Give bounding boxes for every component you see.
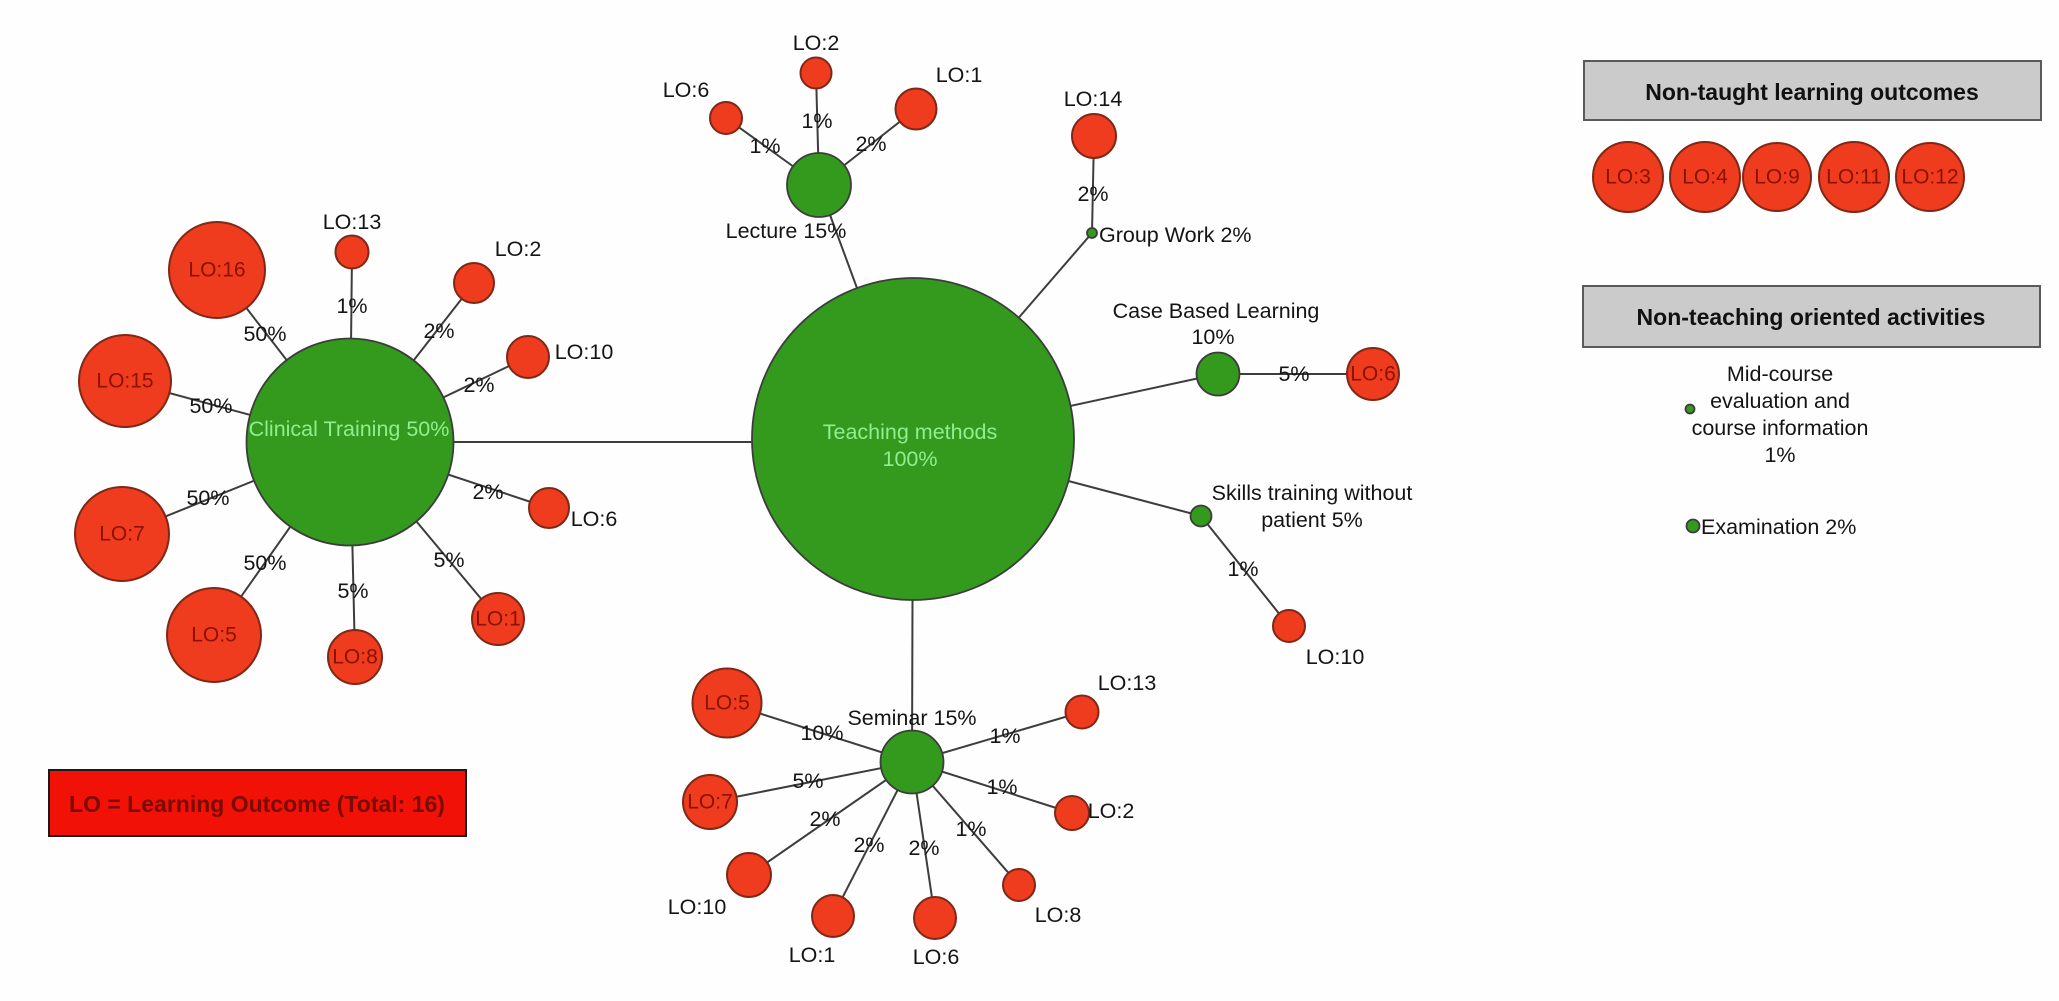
- svg-text:2%: 2%: [423, 319, 454, 343]
- svg-text:LO:16: LO:16: [188, 259, 245, 282]
- svg-text:LO:1: LO:1: [789, 943, 836, 967]
- svg-text:Non-teaching oriented activiti: Non-teaching oriented activities: [1637, 304, 1986, 330]
- svg-text:LO:6: LO:6: [571, 507, 618, 531]
- svg-text:LO:2: LO:2: [1088, 799, 1135, 823]
- svg-text:2%: 2%: [472, 480, 503, 504]
- svg-text:patient 5%: patient 5%: [1261, 508, 1363, 532]
- svg-text:LO:1: LO:1: [475, 608, 521, 631]
- svg-text:50%: 50%: [243, 322, 286, 346]
- svg-text:LO:3: LO:3: [1605, 166, 1651, 189]
- svg-text:Seminar 15%: Seminar 15%: [847, 706, 976, 730]
- svg-text:5%: 5%: [792, 769, 823, 793]
- svg-text:LO = Learning Outcome (Total:: LO = Learning Outcome (Total: 16): [69, 791, 445, 817]
- svg-text:10%: 10%: [800, 721, 843, 745]
- svg-text:LO:9: LO:9: [1754, 166, 1800, 189]
- svg-text:LO:13: LO:13: [1098, 671, 1157, 695]
- svg-text:50%: 50%: [189, 394, 232, 418]
- svg-text:LO:14: LO:14: [1064, 87, 1123, 111]
- svg-text:2%: 2%: [855, 132, 886, 156]
- svg-text:1%: 1%: [801, 109, 832, 133]
- svg-text:Skills training without: Skills training without: [1212, 481, 1413, 505]
- svg-text:LO:6: LO:6: [913, 945, 960, 969]
- svg-text:LO:5: LO:5: [191, 624, 237, 647]
- svg-text:2%: 2%: [908, 836, 939, 860]
- svg-text:LO:4: LO:4: [1682, 166, 1728, 189]
- svg-text:LO:12: LO:12: [1901, 166, 1958, 189]
- svg-text:LO:11: LO:11: [1826, 166, 1882, 189]
- svg-text:LO:7: LO:7: [687, 791, 733, 814]
- svg-text:LO:5: LO:5: [704, 692, 750, 715]
- svg-text:10%: 10%: [1191, 325, 1234, 349]
- svg-text:LO:6: LO:6: [1350, 363, 1396, 386]
- svg-text:Clinical Training 50%: Clinical Training 50%: [249, 417, 450, 441]
- svg-text:Examination 2%: Examination 2%: [1701, 515, 1856, 539]
- svg-text:2%: 2%: [463, 373, 494, 397]
- svg-text:LO:6: LO:6: [663, 78, 710, 102]
- svg-text:1%: 1%: [986, 775, 1017, 799]
- svg-text:Group Work 2%: Group Work 2%: [1099, 223, 1252, 247]
- svg-text:LO:7: LO:7: [99, 523, 145, 546]
- svg-text:LO:2: LO:2: [495, 237, 542, 261]
- svg-text:LO:8: LO:8: [1035, 903, 1082, 927]
- svg-text:5%: 5%: [433, 548, 464, 572]
- svg-text:5%: 5%: [337, 579, 368, 603]
- svg-text:evaluation and: evaluation and: [1710, 389, 1850, 413]
- svg-text:LO:2: LO:2: [793, 31, 840, 55]
- svg-text:Non-taught learning outcomes: Non-taught learning outcomes: [1645, 79, 1979, 105]
- svg-text:Lecture 15%: Lecture 15%: [726, 219, 847, 243]
- svg-text:1%: 1%: [1227, 557, 1258, 581]
- svg-text:1%: 1%: [749, 134, 780, 158]
- svg-text:course information: course information: [1692, 416, 1869, 440]
- svg-text:1%: 1%: [336, 294, 367, 318]
- svg-text:2%: 2%: [1077, 182, 1108, 206]
- svg-text:LO:8: LO:8: [332, 646, 378, 669]
- svg-text:Teaching methods: Teaching methods: [823, 420, 998, 444]
- svg-text:LO:10: LO:10: [555, 340, 614, 364]
- svg-text:1%: 1%: [989, 724, 1020, 748]
- svg-text:5%: 5%: [1278, 362, 1309, 386]
- svg-text:50%: 50%: [243, 551, 286, 575]
- svg-text:LO:10: LO:10: [668, 895, 727, 919]
- svg-text:Mid-course: Mid-course: [1727, 362, 1833, 386]
- svg-text:LO:13: LO:13: [323, 210, 382, 234]
- svg-text:Case Based Learning: Case Based Learning: [1113, 299, 1320, 323]
- svg-text:2%: 2%: [853, 833, 884, 857]
- svg-text:1%: 1%: [1764, 443, 1795, 467]
- svg-text:100%: 100%: [883, 447, 938, 471]
- svg-text:LO:1: LO:1: [936, 63, 983, 87]
- svg-text:LO:10: LO:10: [1306, 645, 1365, 669]
- svg-text:LO:15: LO:15: [96, 370, 153, 393]
- svg-text:50%: 50%: [186, 486, 229, 510]
- svg-text:2%: 2%: [809, 807, 840, 831]
- svg-text:1%: 1%: [955, 817, 986, 841]
